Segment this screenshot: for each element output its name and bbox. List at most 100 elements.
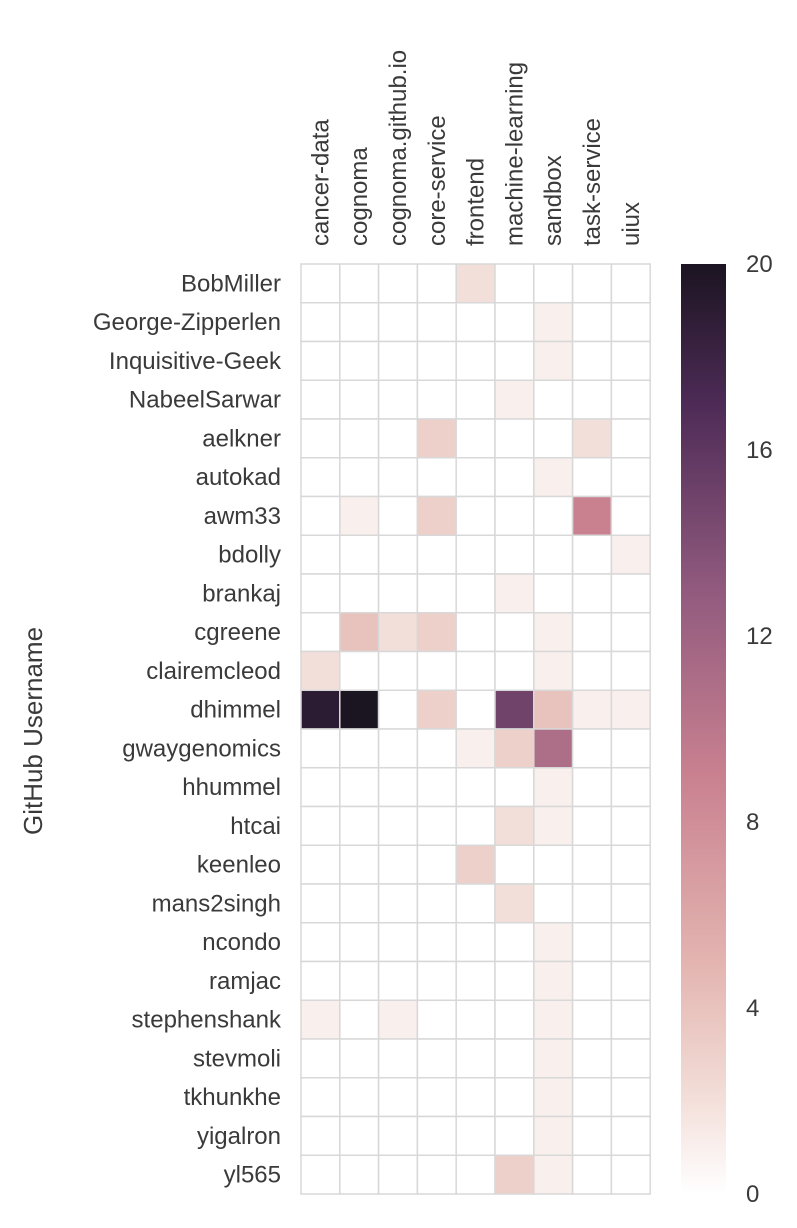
heatmap-cell: [300, 767, 341, 808]
heatmap-cell: [494, 883, 535, 924]
heatmap-cell: [377, 728, 419, 769]
heatmap-cell: [494, 379, 535, 420]
heatmap-cell: [377, 960, 419, 1001]
heatmap-cell: [377, 650, 419, 691]
heatmap-cell: [494, 1077, 535, 1118]
heatmap-cell: [533, 612, 574, 653]
row-label: yl565: [224, 1162, 281, 1189]
heatmap-cell: [610, 650, 651, 691]
heatmap-cell: [416, 650, 457, 691]
heatmap-cell: [610, 379, 651, 420]
heatmap-cell: [300, 379, 341, 420]
heatmap-cell: [416, 689, 457, 730]
heatmap-cell: [300, 1115, 341, 1156]
heatmap-cell: [533, 922, 574, 963]
heatmap-cell: [455, 883, 496, 924]
heatmap-cell: [339, 534, 380, 575]
heatmap-cell: [533, 418, 574, 459]
colorbar-tick-label: 16: [746, 437, 773, 464]
heatmap-cell: [533, 534, 574, 575]
heatmap-cell: [339, 379, 380, 420]
heatmap-cell: [455, 534, 496, 575]
heatmap-cell: [533, 650, 574, 691]
heatmap-cell: [377, 922, 419, 963]
heatmap-cell: [339, 1038, 380, 1079]
colorbar-tick-label: 4: [746, 995, 759, 1022]
heatmap-cell: [339, 302, 380, 343]
row-label: dhimmel: [190, 697, 281, 724]
heatmap-cell: [416, 379, 457, 420]
heatmap-cell: [494, 999, 535, 1040]
heatmap-cell: [339, 728, 380, 769]
heatmap-cell: [533, 1038, 574, 1079]
heatmap-cell: [455, 1115, 496, 1156]
row-label: clairemcleod: [146, 658, 281, 685]
colorbar-tick-label: 0: [746, 1181, 759, 1208]
heatmap-cell: [455, 612, 496, 653]
row-label: bdolly: [218, 542, 281, 569]
heatmap-cell: [377, 1077, 419, 1118]
heatmap-cell: [455, 418, 496, 459]
heatmap-cell: [339, 1115, 380, 1156]
heatmap-cell: [339, 1154, 380, 1195]
heatmap-cell: [455, 728, 496, 769]
row-label: tkhunkhe: [184, 1084, 281, 1111]
row-label: ncondo: [202, 929, 281, 956]
heatmap-cell: [571, 534, 613, 575]
heatmap-cell: [533, 457, 574, 498]
heatmap-cell: [339, 689, 380, 730]
heatmap-cell: [339, 1077, 380, 1118]
heatmap-cell: [533, 728, 574, 769]
heatmap-cell: [339, 999, 380, 1040]
heatmap-cell: [339, 495, 380, 536]
heatmap-cell: [416, 340, 457, 381]
heatmap-cell: [300, 573, 341, 614]
heatmap-cell: [494, 612, 535, 653]
heatmap-cell: [300, 1038, 341, 1079]
heatmap-cell: [610, 457, 651, 498]
heatmap-cell: [533, 767, 574, 808]
heatmap-cell: [610, 340, 651, 381]
heatmap-cell: [300, 883, 341, 924]
heatmap-cell: [533, 495, 574, 536]
heatmap-cell: [571, 1154, 613, 1195]
heatmap-cell: [377, 495, 419, 536]
heatmap-cell: [455, 1038, 496, 1079]
heatmap-cell: [571, 689, 613, 730]
heatmap-cell: [571, 1115, 613, 1156]
heatmap-cell: [494, 457, 535, 498]
heatmap-cell: [339, 573, 380, 614]
heatmap-cell: [416, 805, 457, 846]
heatmap-cell: [377, 612, 419, 653]
heatmap-cell: [416, 263, 457, 304]
heatmap-cell: [377, 263, 419, 304]
heatmap-cell: [455, 495, 496, 536]
heatmap-cell: [377, 573, 419, 614]
heatmap-cell: [339, 767, 380, 808]
heatmap-cell: [494, 573, 535, 614]
heatmap-cell: [300, 960, 341, 1001]
heatmap-cell: [610, 960, 651, 1001]
heatmap-cell: [533, 1077, 574, 1118]
heatmap-cell: [455, 922, 496, 963]
heatmap-cell: [571, 1038, 613, 1079]
heatmap-cell: [610, 1038, 651, 1079]
heatmap-cell: [571, 263, 613, 304]
heatmap-cell: [339, 922, 380, 963]
heatmap-cell: [571, 767, 613, 808]
heatmap-cell: [494, 805, 535, 846]
heatmap-cell: [300, 495, 341, 536]
heatmap-cell: [377, 534, 419, 575]
heatmap-cell: [610, 728, 651, 769]
heatmap-cell: [339, 883, 380, 924]
heatmap-cell: [610, 1154, 651, 1195]
heatmap-cell: [377, 379, 419, 420]
heatmap-cell: [377, 418, 419, 459]
heatmap-cell: [571, 922, 613, 963]
row-label: autokad: [196, 464, 281, 491]
heatmap-cell: [494, 767, 535, 808]
heatmap-cell: [339, 263, 380, 304]
heatmap-cell: [339, 650, 380, 691]
heatmap-cell: [571, 457, 613, 498]
heatmap-cell: [571, 379, 613, 420]
